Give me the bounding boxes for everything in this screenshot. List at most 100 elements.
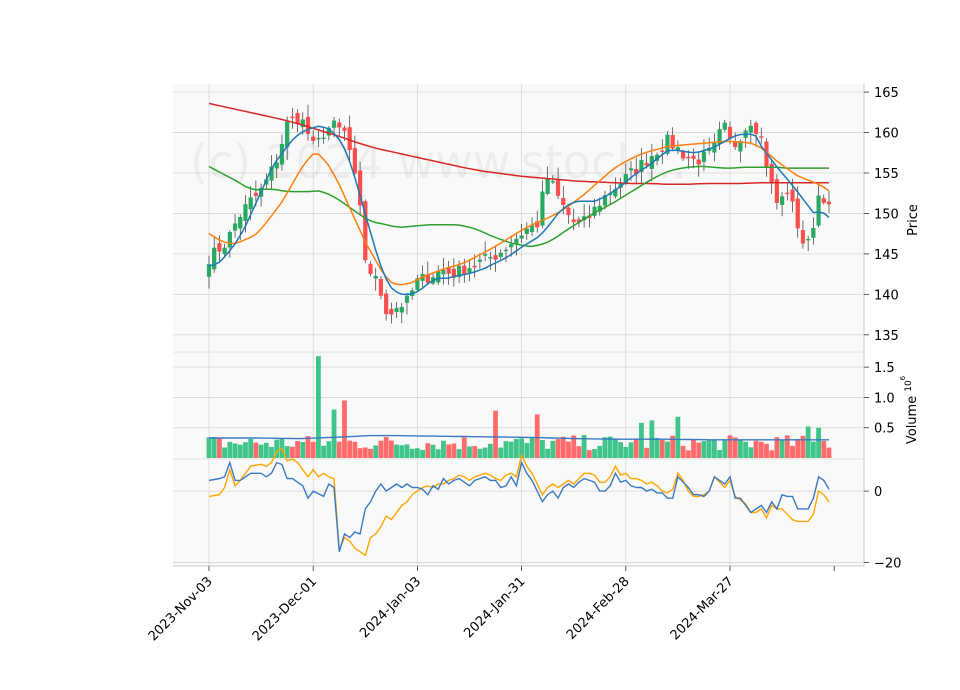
- candle-body: [206, 264, 212, 277]
- candle-body: [545, 178, 550, 194]
- candle-body: [352, 147, 357, 174]
- volume-bar: [748, 447, 754, 458]
- volume-bar: [795, 439, 801, 458]
- candle-body: [800, 229, 806, 244]
- candle-body: [753, 122, 759, 134]
- candle-body: [243, 204, 248, 222]
- volume-bar: [685, 450, 691, 458]
- candle-body: [253, 192, 258, 197]
- candle-body: [227, 232, 232, 248]
- volume-bar: [498, 447, 504, 458]
- candle-body: [238, 217, 243, 229]
- volume-bar: [274, 439, 280, 458]
- volume-bar: [597, 445, 603, 458]
- price-y-label: 140: [874, 288, 899, 303]
- volume-bar: [441, 440, 446, 458]
- volume-bar: [800, 435, 806, 458]
- candle-body: [212, 247, 217, 270]
- candle-body: [305, 116, 311, 135]
- volume-bar: [399, 445, 405, 458]
- volume-bar: [644, 447, 650, 458]
- axes: [173, 84, 869, 571]
- price-y-label: 135: [874, 329, 899, 344]
- volume-bar: [628, 442, 634, 458]
- osc-fast-line: [208, 460, 830, 552]
- candle-body: [519, 235, 524, 239]
- volume-bar: [310, 441, 316, 458]
- volume-bar: [623, 446, 629, 458]
- candle-body: [566, 207, 571, 216]
- volume-bar: [435, 449, 441, 458]
- volume-bar: [701, 441, 707, 458]
- volume-bar: [305, 435, 311, 458]
- price-y-label: 160: [874, 127, 899, 142]
- volume-bar: [378, 440, 384, 458]
- volume-bar: [326, 441, 332, 458]
- volume-bar: [779, 440, 785, 458]
- volume-bar: [665, 441, 670, 458]
- candle-body: [331, 120, 337, 128]
- candle-body: [806, 238, 811, 241]
- volume-bar: [451, 443, 457, 458]
- candle-body: [628, 168, 634, 171]
- candle-body: [790, 189, 795, 202]
- volume-bar: [810, 441, 816, 458]
- candle-body: [285, 121, 290, 148]
- candle-body: [535, 221, 540, 228]
- candle-body: [660, 150, 665, 152]
- volume-bar: [368, 448, 373, 458]
- volume-bar: [362, 447, 368, 458]
- volume-bar: [352, 441, 358, 458]
- volume-bar: [670, 435, 676, 458]
- candle-body: [456, 265, 462, 277]
- candle-body: [691, 155, 696, 159]
- volume-bar: [774, 437, 780, 458]
- candle-body: [821, 198, 826, 203]
- volume-axis-exponent-power: 6: [899, 375, 907, 380]
- candle-body: [498, 252, 503, 257]
- volume-bar: [738, 440, 743, 458]
- candle-body: [722, 122, 727, 130]
- volume-bar: [555, 439, 561, 458]
- candle-body: [415, 278, 420, 290]
- volume-bar: [477, 448, 483, 458]
- volume-bar: [217, 437, 222, 458]
- volume-bar: [592, 449, 597, 458]
- volume-bar: [654, 437, 660, 458]
- volume-bar: [764, 443, 769, 458]
- candle-body: [363, 201, 368, 261]
- volume-bar: [540, 439, 545, 458]
- volume-bar: [607, 436, 613, 458]
- candle-body: [602, 195, 608, 206]
- volume-bar: [618, 442, 623, 458]
- x-tick-label: 2023-Dec-01: [250, 574, 320, 644]
- x-tick-label: 2024-Mar-27: [668, 574, 737, 643]
- candle-body: [639, 159, 644, 172]
- volume-bar: [206, 437, 212, 458]
- candle-body: [326, 127, 331, 136]
- volume-bars: [206, 356, 832, 458]
- x-tick-label: 2024-Jan-31: [461, 574, 528, 641]
- volume-bar: [717, 450, 722, 458]
- volume-bar: [639, 422, 644, 458]
- volume-bar: [456, 449, 462, 458]
- x-tick-label: 2024-Feb-28: [564, 574, 633, 643]
- volume-bar: [253, 442, 259, 458]
- candle-body: [311, 136, 316, 141]
- volume-bar: [566, 441, 571, 458]
- volume-bar: [248, 438, 254, 458]
- candle-body: [451, 268, 456, 278]
- volume-bar: [425, 443, 431, 458]
- volume-bar: [769, 450, 775, 458]
- price-y-label: 150: [874, 207, 899, 222]
- candle-body: [342, 127, 347, 131]
- price-axis-title: Price: [906, 204, 921, 236]
- volume-y-label: 0.5: [874, 422, 895, 437]
- volume-bar: [430, 444, 436, 458]
- candle-body: [368, 263, 373, 274]
- volume-bar: [722, 439, 728, 458]
- volume-bar: [816, 427, 821, 458]
- candle-body: [347, 127, 352, 151]
- volume-bar: [503, 441, 509, 458]
- x-tick-labels: 2023-Nov-03 2023-Dec-01 2024-Jan-03 2024-Ja…: [146, 574, 737, 644]
